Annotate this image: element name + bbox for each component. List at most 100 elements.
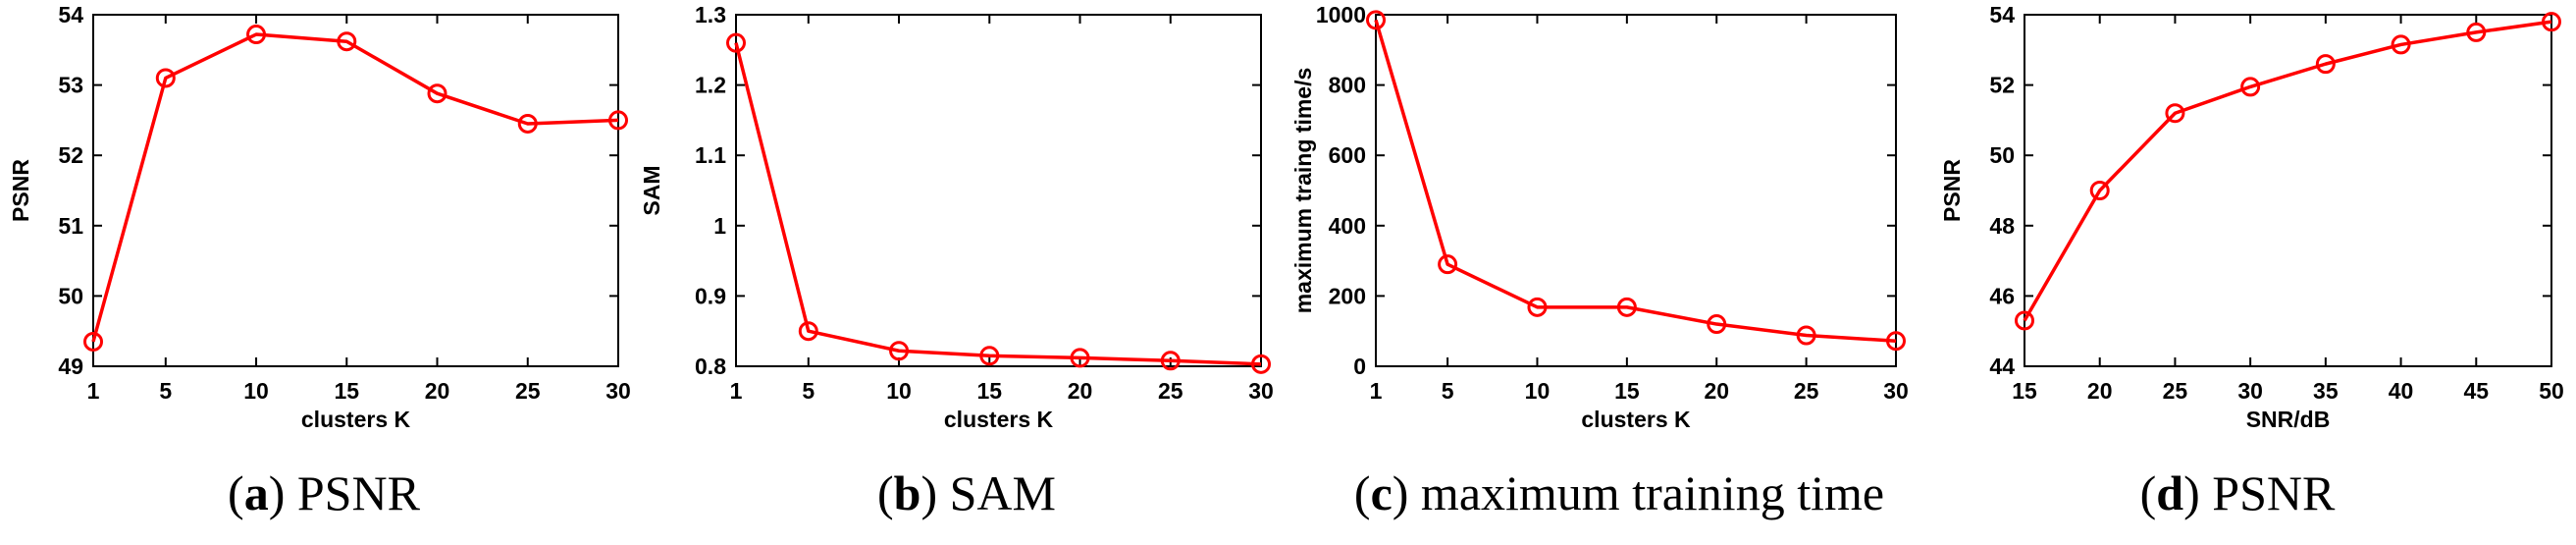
chart-a-ytick-label: 50	[58, 283, 83, 308]
chart-d-xtick-label: 40	[2389, 378, 2414, 404]
caption-c-letter: c	[1370, 465, 1393, 520]
caption-d: (d) PSNR	[2139, 465, 2336, 520]
chart-c-xtick-label: 10	[1525, 378, 1551, 404]
chart-c-data-point	[1886, 331, 1906, 352]
chart-b-data-point	[1160, 351, 1181, 371]
chart-d-data-point	[2015, 310, 2034, 331]
caption-d-letter: d	[2156, 465, 2184, 520]
chart-c-ytick-label: 800	[1329, 73, 1366, 98]
chart-c-series-line	[1374, 19, 1897, 343]
chart-a-xtick-label: 1	[87, 378, 100, 404]
chart-a-ytick-label: 52	[58, 142, 83, 168]
chart-b-ylabel: SAM	[639, 165, 664, 215]
chart-d-data-point	[2542, 12, 2561, 32]
chart-c-xtick-label: 5	[1442, 378, 1454, 404]
chart-c-xtick-label: 15	[1614, 378, 1640, 404]
chart-b-series-line	[734, 42, 1262, 366]
chart-d-ytick-label: 50	[1989, 142, 2015, 168]
chart-d-xtick-label: 45	[2463, 378, 2489, 404]
chart-d-xtick-label: 30	[2237, 378, 2263, 404]
chart-b-data-point	[1070, 348, 1090, 368]
chart-b-ytick-label: 0.9	[695, 283, 726, 308]
chart-d-series-line	[2023, 20, 2552, 322]
chart-d-ytick-label: 48	[1989, 213, 2015, 239]
chart-b-ytick-label: 1.3	[695, 2, 726, 27]
chart-b-ytick-label: 1	[713, 213, 726, 239]
chart-b-data-point	[726, 32, 746, 53]
chart-a-data-point	[427, 83, 447, 104]
chart-d-data-point	[2466, 22, 2487, 42]
chart-c-xtick-label: 20	[1704, 378, 1729, 404]
chart-a-xtick-label: 20	[425, 378, 450, 404]
chart-d-xtick-label: 20	[2087, 378, 2113, 404]
chart-c-data-point	[1527, 297, 1548, 317]
chart-d: 15 20 25 30 35 40 45 50 44 46 48 50 52 54 SNR/dB PSNR	[1939, 2, 2564, 432]
chart-c-axes-frame	[1375, 14, 1897, 367]
caption-a-letter: a	[243, 465, 269, 520]
chart-d-xtick-label: 50	[2539, 378, 2564, 404]
chart-c-ytick-label: 1000	[1316, 2, 1366, 27]
chart-d-data-point	[2089, 181, 2110, 200]
chart-a-ytick-label: 51	[58, 213, 83, 239]
chart-d-ylabel: PSNR	[1939, 159, 1965, 222]
chart-b-data-point	[798, 321, 818, 342]
chart-a-data-point	[337, 31, 357, 52]
chart-d-xlabel: SNR/dB	[2246, 407, 2331, 432]
chart-d-ytick-label: 46	[1989, 283, 2015, 308]
chart-a-ytick-label: 53	[58, 73, 83, 98]
chart-c-data-point	[1707, 314, 1727, 335]
chart-c-data-point	[1796, 325, 1816, 346]
chart-c-xtick-label: 30	[1883, 378, 1909, 404]
chart-b-xtick-label: 15	[976, 378, 1002, 404]
chart-b-data-point	[979, 346, 1000, 366]
chart-a-xtick-label: 25	[515, 378, 541, 404]
chart-a-data-point	[155, 68, 176, 88]
chart-b-ytick-label: 1.2	[695, 73, 726, 98]
chart-c-data-point	[1438, 254, 1458, 275]
chart-a-ytick-label: 54	[58, 2, 83, 27]
chart-c-data-point	[1366, 10, 1386, 30]
chart-b-data-point	[1251, 354, 1271, 374]
chart-d-data-point	[2391, 34, 2411, 55]
chart-b-xtick-label: 5	[802, 378, 815, 404]
chart-b-xtick-label: 1	[730, 378, 743, 404]
chart-c-data-point	[1616, 297, 1637, 317]
chart-a-xtick-label: 15	[334, 378, 359, 404]
caption-c: (c) maximum training time	[1353, 465, 1885, 520]
chart-b-xtick-label: 30	[1248, 378, 1274, 404]
chart-d-ytick-label: 44	[1989, 354, 2015, 379]
chart-c-xtick-label: 1	[1370, 378, 1383, 404]
chart-a-ytick-label: 49	[58, 354, 83, 379]
chart-a-data-point	[608, 110, 628, 131]
chart-d-xtick-label: 35	[2313, 378, 2339, 404]
caption-b-text: SAM	[949, 465, 1056, 520]
chart-b-xtick-label: 20	[1068, 378, 1093, 404]
chart-a-axes-frame	[92, 14, 619, 367]
chart-d-ytick-label: 52	[1989, 73, 2015, 98]
chart-d-data-point	[2315, 54, 2336, 75]
chart-c-ytick-label: 400	[1329, 213, 1366, 239]
chart-a-xtick-label: 5	[159, 378, 172, 404]
chart-b-ytick-label: 1.1	[695, 142, 726, 168]
caption-c-text: maximum training time	[1420, 465, 1885, 520]
caption-b-letter: b	[893, 465, 921, 520]
chart-c-ytick-label: 200	[1329, 283, 1366, 308]
caption-b: (b) SAM	[877, 465, 1056, 520]
chart-c-ytick-label: 0	[1353, 354, 1366, 379]
chart-a-xtick-label: 10	[243, 378, 269, 404]
chart-d-data-point	[2240, 77, 2261, 97]
caption-d-text: PSNR	[2212, 465, 2336, 520]
chart-b-axes-frame	[735, 14, 1262, 367]
chart-b-xtick-label: 10	[886, 378, 912, 404]
chart-c-xtick-label: 25	[1794, 378, 1819, 404]
chart-d-xtick-label: 25	[2163, 378, 2188, 404]
chart-d-axes-frame	[2024, 14, 2552, 367]
chart-a-data-point	[246, 25, 267, 45]
chart-a-ylabel: PSNR	[8, 159, 33, 222]
chart-d-data-point	[2165, 103, 2185, 124]
chart-b-xtick-label: 25	[1158, 378, 1183, 404]
chart-c-ylabel: maximum traing time/s	[1290, 68, 1316, 314]
